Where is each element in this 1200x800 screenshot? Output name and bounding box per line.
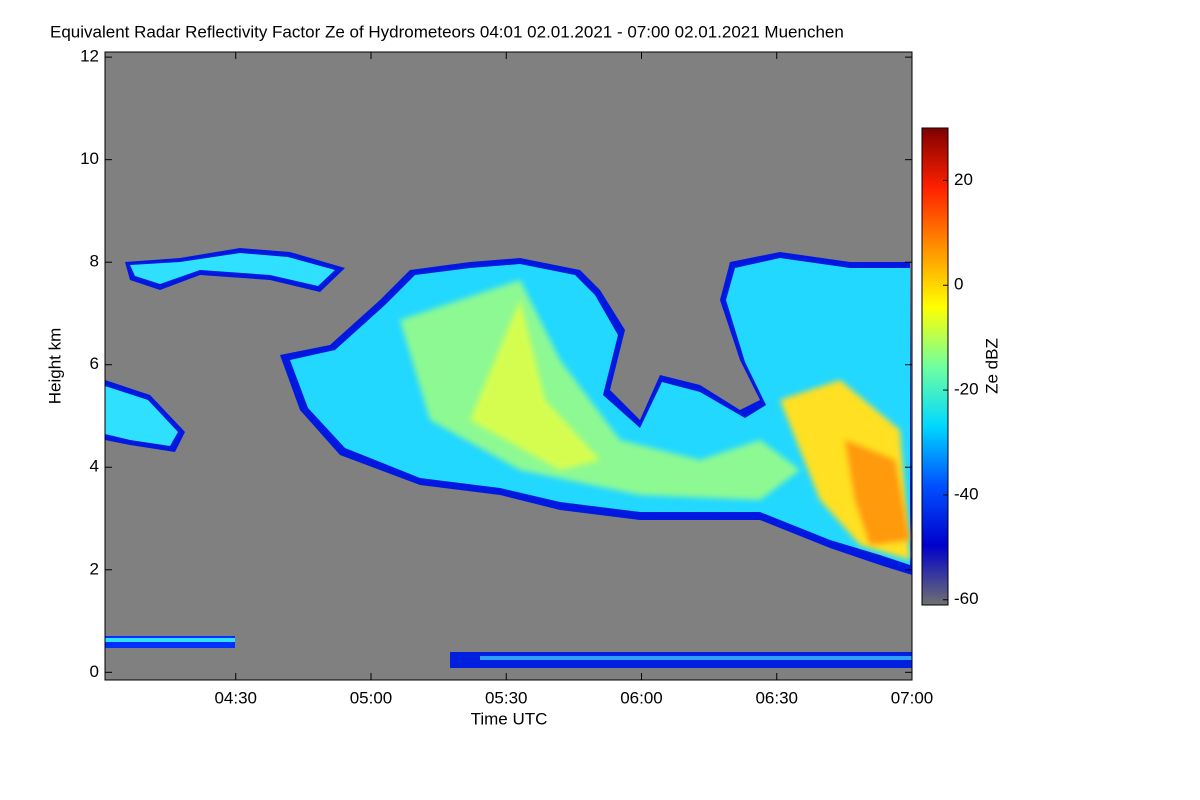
y-tick-label: 12	[80, 47, 99, 66]
y-tick-label: 0	[90, 662, 99, 681]
x-tick-label: 05:00	[350, 688, 393, 707]
y-tick-label: 2	[90, 559, 99, 578]
colorbar-tick-label: -20	[954, 380, 979, 399]
colorbar-label: Ze dBZ	[982, 338, 1001, 394]
colorbar-tick-label: 0	[954, 275, 963, 294]
y-tick-label: 10	[80, 149, 99, 168]
x-axis-label: Time UTC	[471, 709, 548, 728]
y-tick-label: 4	[90, 457, 99, 476]
x-tick-label: 06:30	[755, 688, 798, 707]
colorbar-tick-label: -40	[954, 484, 979, 503]
chart-title: Equivalent Radar Reflectivity Factor Ze …	[50, 22, 844, 41]
plot-frame	[104, 51, 913, 681]
x-tick-label: 07:00	[891, 688, 934, 707]
colorbar-tick-label: -60	[954, 589, 979, 608]
colorbar	[921, 127, 949, 606]
colorbar-tick-label: 20	[954, 170, 973, 189]
y-axis-label: Height km	[45, 328, 64, 405]
radar-field	[105, 248, 912, 668]
x-tick-label: 05:30	[485, 688, 528, 707]
y-tick-label: 6	[90, 354, 99, 373]
x-tick-label: 04:30	[214, 688, 257, 707]
x-tick-label: 06:00	[620, 688, 663, 707]
y-tick-label: 8	[90, 252, 99, 271]
